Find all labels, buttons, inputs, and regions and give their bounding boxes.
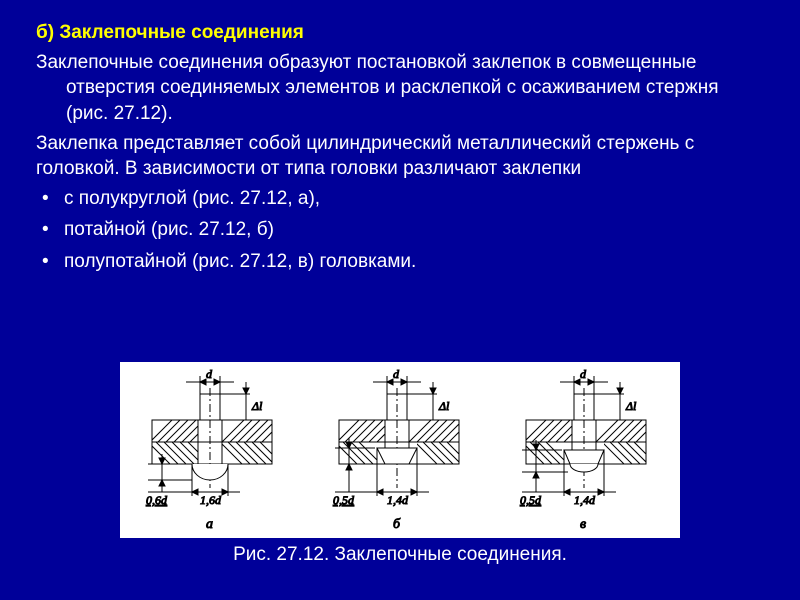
rivet-diagram-b: d Δl: [315, 368, 485, 534]
dim-d-label: d: [206, 368, 213, 381]
panel-label: а: [206, 517, 213, 532]
panel-label: б: [393, 517, 401, 532]
paragraph-1: Заклепочные соединения образуют постанов…: [36, 50, 764, 127]
paragraph-2: Заклепка представляет собой цилиндрическ…: [36, 131, 764, 182]
rivet-diagram-a: d Δl: [128, 368, 298, 534]
figure-wrap: d Δl: [120, 362, 680, 566]
slide-title: б) Заклепочные соединения: [36, 20, 764, 46]
panel-label: в: [580, 517, 586, 532]
dim-left-label: 0,5d: [333, 493, 355, 507]
dim-right-label: 1,6d: [200, 493, 222, 507]
dim-right-label: 1,4d: [574, 493, 596, 507]
slide: б) Заклепочные соединения Заклепочные со…: [0, 0, 800, 600]
dim-left-label: 0,5d: [520, 493, 542, 507]
dim-d-label: d: [580, 368, 587, 381]
figure-caption: Рис. 27.12. Заклепочные соединения.: [120, 544, 680, 566]
dim-left-label: 0,6d: [146, 493, 168, 507]
dim-dl-label: Δl: [625, 399, 637, 413]
bullet-item: полупотайной (рис. 27.12, в) головками.: [36, 249, 764, 275]
figure-box: d Δl: [120, 362, 680, 538]
dim-dl-label: Δl: [251, 399, 263, 413]
bullet-item: потайной (рис. 27.12, б): [36, 217, 764, 243]
dim-right-label: 1,4d: [387, 493, 409, 507]
bullet-list: с полукруглой (рис. 27.12, а), потайной …: [36, 186, 764, 275]
dim-dl-label: Δl: [438, 399, 450, 413]
bullet-item: с полукруглой (рис. 27.12, а),: [36, 186, 764, 212]
dim-d-label: d: [393, 368, 400, 381]
rivet-diagram-v: d Δl: [502, 368, 672, 534]
